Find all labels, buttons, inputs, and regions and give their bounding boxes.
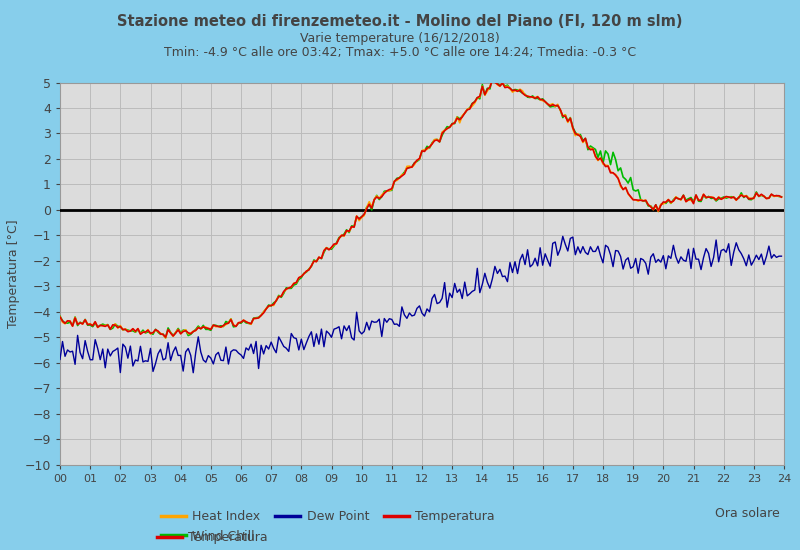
Text: Stazione meteo di firenzemeteo.it - Molino del Piano (FI, 120 m slm): Stazione meteo di firenzemeteo.it - Moli…: [118, 14, 682, 29]
Legend: Temperatura: Temperatura: [152, 526, 273, 549]
Y-axis label: Temperatura [°C]: Temperatura [°C]: [7, 219, 21, 328]
Text: Varie temperature (16/12/2018): Varie temperature (16/12/2018): [300, 32, 500, 45]
Text: Tmin: -4.9 °C alle ore 03:42; Tmax: +5.0 °C alle ore 14:24; Tmedia: -0.3 °C: Tmin: -4.9 °C alle ore 03:42; Tmax: +5.0…: [164, 46, 636, 59]
Text: Ora solare: Ora solare: [715, 507, 780, 520]
